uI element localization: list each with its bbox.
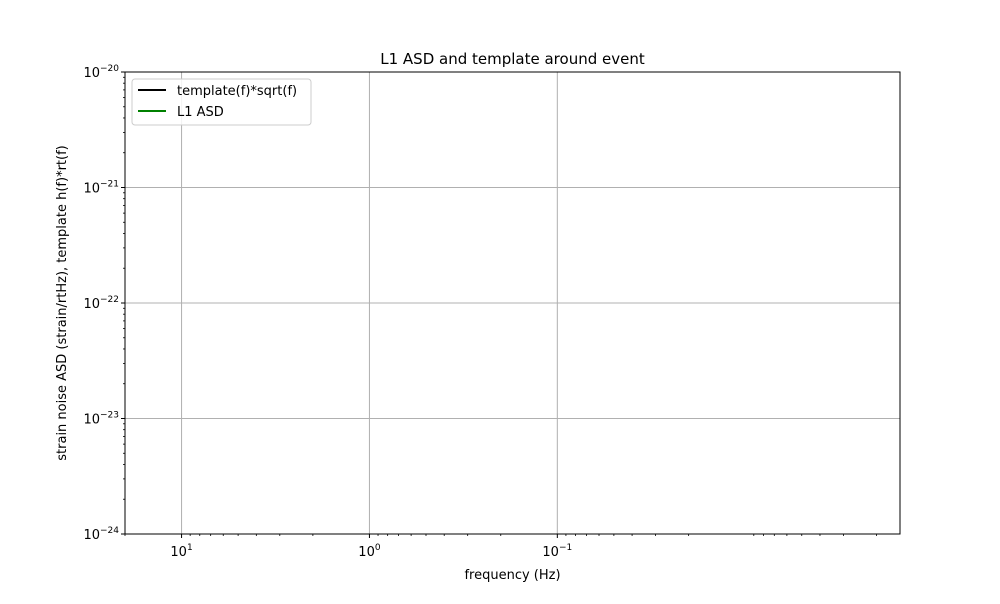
x-tick-label: 101 xyxy=(170,543,192,560)
x-tick-layer: 101 100 10−1 xyxy=(170,534,572,560)
chart-title: L1 ASD and template around event xyxy=(380,50,645,68)
y-tick-layer: 10−24 10−23 10−22 10−21 10−20 xyxy=(83,64,125,543)
y-tick-label: 10−21 xyxy=(83,180,119,197)
y-tick-label: 10−23 xyxy=(83,411,119,428)
grid-layer xyxy=(125,72,900,534)
legend-label-l1-asd: L1 ASD xyxy=(177,105,224,120)
y-tick-label: 10−22 xyxy=(83,295,119,312)
x-axis-label: frequency (Hz) xyxy=(464,568,560,583)
x-tick-label: 100 xyxy=(358,543,381,560)
y-tick-label: 10−20 xyxy=(83,64,119,81)
y-tick-label: 10−24 xyxy=(83,526,119,543)
x-tick-label: 10−1 xyxy=(542,543,572,560)
legend-frame xyxy=(131,78,312,126)
y-axis-label: strain noise ASD (strain/rtHz), template… xyxy=(55,145,70,460)
legend: template(f)*sqrt(f) L1 ASD xyxy=(131,78,312,126)
legend-label-template: template(f)*sqrt(f) xyxy=(177,84,297,99)
